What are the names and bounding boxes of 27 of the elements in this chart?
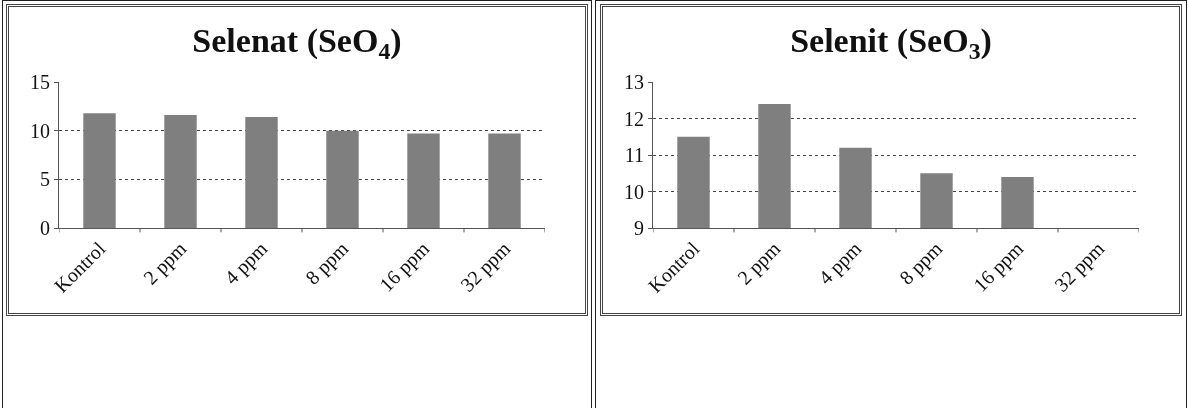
y-tick-label: 5 <box>40 168 50 191</box>
y-tick-label: 11 <box>624 144 644 166</box>
y-tick-label: 10 <box>624 180 644 203</box>
x-tick-label: 32 ppm <box>1050 237 1110 297</box>
y-tick-label: 0 <box>40 217 50 239</box>
bar <box>488 133 521 228</box>
y-tick-label: 10 <box>30 119 50 142</box>
x-tick-label: 8 ppm <box>301 237 354 290</box>
bar <box>245 117 278 228</box>
x-tick-label: 16 ppm <box>969 237 1029 297</box>
y-tick-label: 13 <box>624 71 644 93</box>
chart-title: Selenit (SeO$_{3}$) <box>790 22 992 65</box>
x-tick-label: 8 ppm <box>895 237 948 290</box>
y-tick-label: 12 <box>624 107 644 130</box>
bar <box>83 113 116 228</box>
chart-title: Selenat (SeO$_{4}$) <box>192 22 402 65</box>
x-tick-label: 4 ppm <box>220 237 273 290</box>
y-tick-label: 15 <box>30 71 50 93</box>
x-tick-label: 2 ppm <box>733 237 786 290</box>
x-tick-label: 32 ppm <box>456 237 516 297</box>
x-tick-label: 2 ppm <box>139 237 192 290</box>
bar <box>326 130 359 228</box>
x-tick-label: 16 ppm <box>375 237 435 297</box>
x-tick-label: 4 ppm <box>814 237 867 290</box>
bar <box>407 133 440 228</box>
y-tick-label: 9 <box>634 217 644 239</box>
bar <box>164 115 197 228</box>
